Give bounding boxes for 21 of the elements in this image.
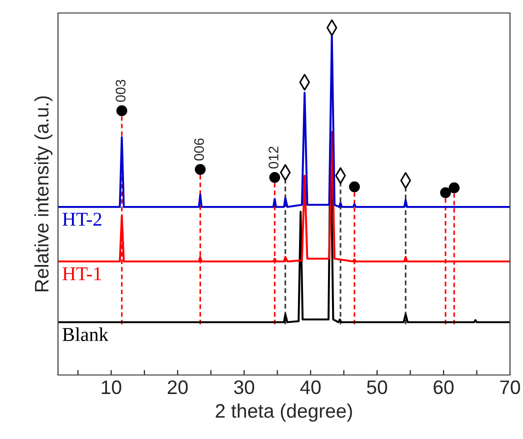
x-tick-label: 30 bbox=[234, 380, 254, 394]
point bbox=[269, 172, 280, 183]
point bbox=[440, 187, 451, 198]
x-tick-label: 70 bbox=[500, 380, 520, 394]
x-tick-label: 40 bbox=[300, 380, 321, 394]
x-tick-label: 60 bbox=[434, 380, 454, 394]
y-axis-title: Relative intensity (a.u.) bbox=[34, 96, 52, 292]
annotation: 012 bbox=[268, 146, 278, 169]
annotation: 006 bbox=[194, 138, 204, 161]
point bbox=[448, 182, 460, 194]
series-label: Blank bbox=[62, 327, 108, 342]
x-axis-title: 2 theta (degree) bbox=[216, 404, 352, 422]
x-tick-label: 20 bbox=[168, 380, 188, 394]
series-label: HT-1 bbox=[62, 267, 102, 280]
point bbox=[349, 181, 360, 192]
x-tick-label: 10 bbox=[102, 380, 122, 394]
x-tick-label: 50 bbox=[367, 380, 388, 394]
annotation: 003 bbox=[116, 80, 126, 102]
point bbox=[116, 105, 128, 116]
point bbox=[194, 164, 206, 175]
series-label: HT-2 bbox=[62, 212, 102, 226]
